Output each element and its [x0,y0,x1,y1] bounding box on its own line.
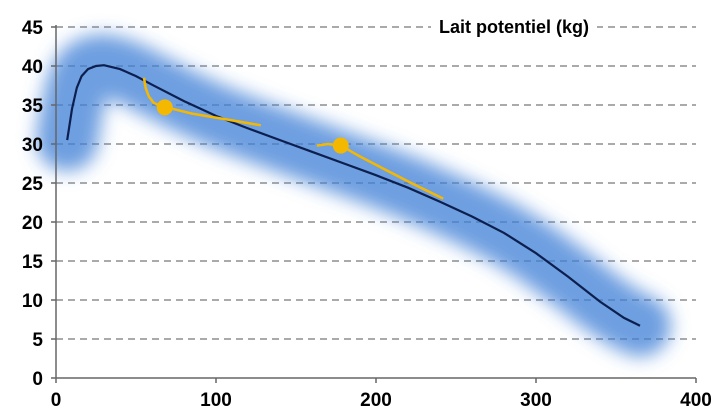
x-tick-label-200: 200 [360,390,392,411]
y-tick-label-45: 45 [22,18,44,39]
x-tick-label-100: 100 [200,390,232,411]
highlight-point-1 [156,99,173,116]
chart-title: Lait potentiel (kg) [439,17,589,37]
x-axis-tick-labels: 0 100 200 300 400 [51,390,712,411]
variability-band [36,34,671,357]
highlight-path-2 [316,142,444,200]
chart-title-background [431,15,597,39]
y-axis-tick-labels: 0 5 10 15 20 25 30 35 40 45 [22,18,44,390]
x-tick-label-300: 300 [520,390,552,411]
y-tick-label-20: 20 [22,213,43,234]
x-tick-label-0: 0 [51,390,62,411]
y-tick-label-40: 40 [22,57,43,78]
y-tick-label-35: 35 [22,96,44,117]
x-tick-label-400: 400 [680,390,712,411]
variability-band-shape [36,34,671,357]
y-tick-label-30: 30 [22,135,43,156]
y-tick-label-10: 10 [22,291,43,312]
axes [51,25,697,383]
potential-milk-line [66,64,641,327]
y-tick-label-25: 25 [22,174,44,195]
y-tick-label-15: 15 [22,252,44,273]
y-tick-label-0: 0 [32,369,43,390]
y-tick-label-5: 5 [32,330,43,351]
curves [66,64,641,327]
highlight-point-2 [332,137,349,154]
